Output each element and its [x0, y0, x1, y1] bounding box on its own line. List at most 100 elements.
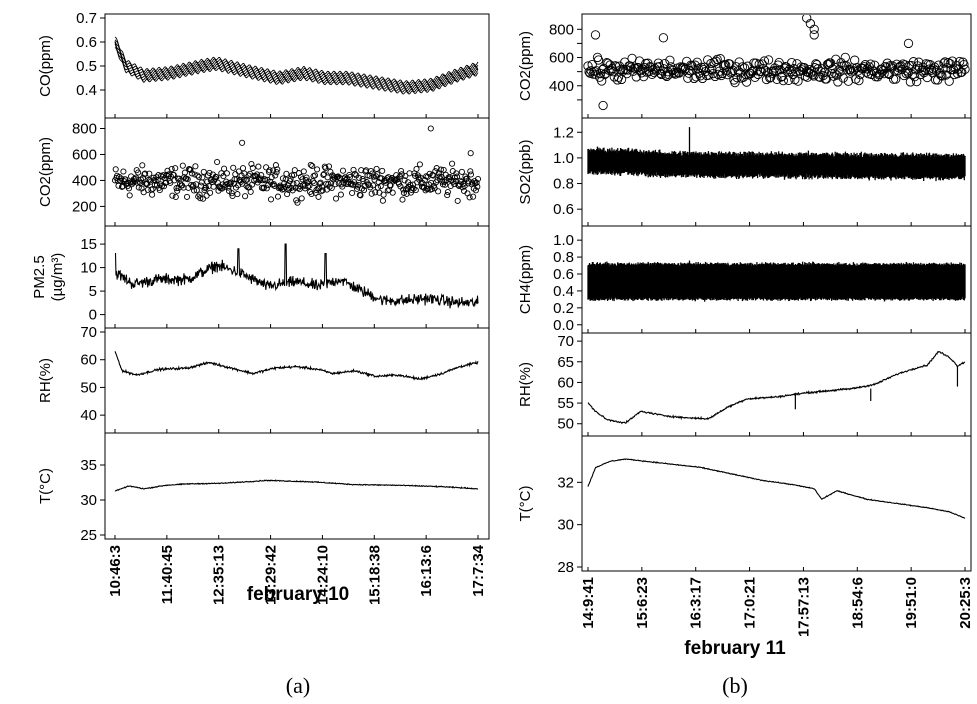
- data-point: [838, 73, 848, 83]
- data-point: [242, 193, 249, 200]
- data-point: [412, 172, 419, 179]
- caption-a: (a): [286, 673, 310, 698]
- data-point: [249, 164, 256, 172]
- data-point: [169, 192, 176, 199]
- data-point: [432, 168, 439, 175]
- data-point: [608, 67, 618, 77]
- data-point: [377, 183, 384, 190]
- y-tick-label: 28: [557, 559, 574, 576]
- data-point: [797, 65, 807, 75]
- data-point: [658, 33, 669, 43]
- data-point: [656, 69, 667, 80]
- data-point: [199, 174, 206, 181]
- data-point: [704, 70, 714, 80]
- data-point: [296, 186, 303, 193]
- data-point: [228, 179, 235, 186]
- panel-frame: [104, 432, 490, 540]
- x-tick-label: 19:51:0: [903, 577, 920, 629]
- data-point: [924, 64, 934, 74]
- data-point: [400, 186, 407, 193]
- data-point: [474, 175, 482, 183]
- data-point: [321, 170, 328, 178]
- data-point: [300, 168, 307, 175]
- data-point: [308, 190, 315, 198]
- y-tick-label: 60: [80, 352, 97, 369]
- data-point: [349, 189, 356, 197]
- y-tick-label: 65: [557, 354, 574, 371]
- x-tick-label: 17:0:21: [742, 577, 759, 629]
- panel-a-3: 0 5 10 15 PM2.5 (µg/m³): [31, 225, 490, 329]
- data-point: [263, 164, 270, 171]
- y-axis-label: T(°C): [517, 486, 534, 522]
- data-point: [801, 67, 812, 77]
- data-point: [859, 62, 869, 72]
- data-point: [274, 166, 281, 173]
- data-point: [253, 171, 261, 178]
- data-point: [348, 180, 355, 187]
- x-tick-label: 10:46:3: [107, 545, 124, 597]
- data-point: [270, 167, 277, 174]
- data-point: [598, 100, 608, 111]
- data-point: [403, 190, 410, 197]
- data-point: [158, 182, 165, 190]
- data-point: [357, 192, 364, 199]
- data-point: [738, 72, 749, 82]
- data-point: [832, 70, 842, 80]
- data-point: [402, 172, 409, 179]
- series-b-2: [587, 127, 966, 182]
- y-tick-label: 0.8: [553, 176, 574, 193]
- data-point: [960, 64, 970, 74]
- data-point: [854, 75, 864, 86]
- co-trace: [114, 41, 479, 88]
- data-point: [311, 179, 318, 187]
- y-axis-label: CO2(ppm): [37, 137, 54, 207]
- data-point: [466, 194, 473, 201]
- series-a-2: [111, 125, 482, 206]
- data-point: [214, 158, 221, 166]
- y-tick-label: 25: [80, 527, 97, 544]
- y-tick-label: 0.6: [553, 266, 574, 283]
- y-tick-label: 1.0: [553, 232, 574, 249]
- y-axis-label: RH(%): [37, 358, 54, 403]
- co-trace: [114, 41, 479, 90]
- data-point: [179, 162, 186, 169]
- x-tick-label: 14:24:10: [314, 545, 331, 605]
- data-point: [266, 167, 273, 174]
- data-point: [261, 176, 268, 183]
- trace-line: [587, 458, 966, 519]
- data-point: [380, 191, 387, 198]
- data-point: [444, 188, 451, 196]
- y-axis-label: CH4(ppm): [517, 245, 534, 314]
- y-tick-label: 400: [72, 172, 97, 189]
- data-point: [196, 191, 203, 198]
- data-point: [669, 68, 679, 78]
- data-point: [203, 192, 210, 199]
- y-axis-unit: (µg/m³): [49, 253, 66, 302]
- panel-b-1: 400 600 800 CO2(ppm): [517, 13, 972, 119]
- y-axis-label: CO2(ppm): [517, 31, 534, 101]
- y-tick-label: 0.4: [76, 82, 97, 99]
- y-tick-label: 0.7: [76, 10, 97, 27]
- y-tick-label: 0.4: [553, 283, 574, 300]
- y-tick-label: 32: [557, 474, 574, 491]
- data-point: [895, 61, 905, 72]
- y-tick-label: 600: [549, 50, 574, 67]
- data-point: [426, 170, 433, 177]
- data-point: [811, 59, 821, 69]
- data-point: [297, 182, 304, 190]
- data-point: [945, 59, 955, 69]
- data-point: [473, 179, 480, 186]
- chart-a: 0.40.50.60.7CO(ppm)200400600800CO2(ppm)0…: [31, 10, 490, 605]
- data-point: [807, 66, 817, 76]
- data-point: [328, 184, 335, 192]
- panel-a-4: 40 50 60 70 RH(%): [37, 324, 490, 434]
- data-point: [118, 183, 126, 190]
- data-point: [372, 189, 379, 196]
- x-tick-label: 20:25:3: [957, 577, 974, 629]
- data-point: [633, 62, 644, 73]
- y-tick-label: 50: [557, 416, 574, 433]
- data-point: [260, 185, 267, 192]
- data-point: [287, 175, 294, 182]
- panel-frame: [104, 327, 490, 434]
- data-point: [433, 165, 440, 172]
